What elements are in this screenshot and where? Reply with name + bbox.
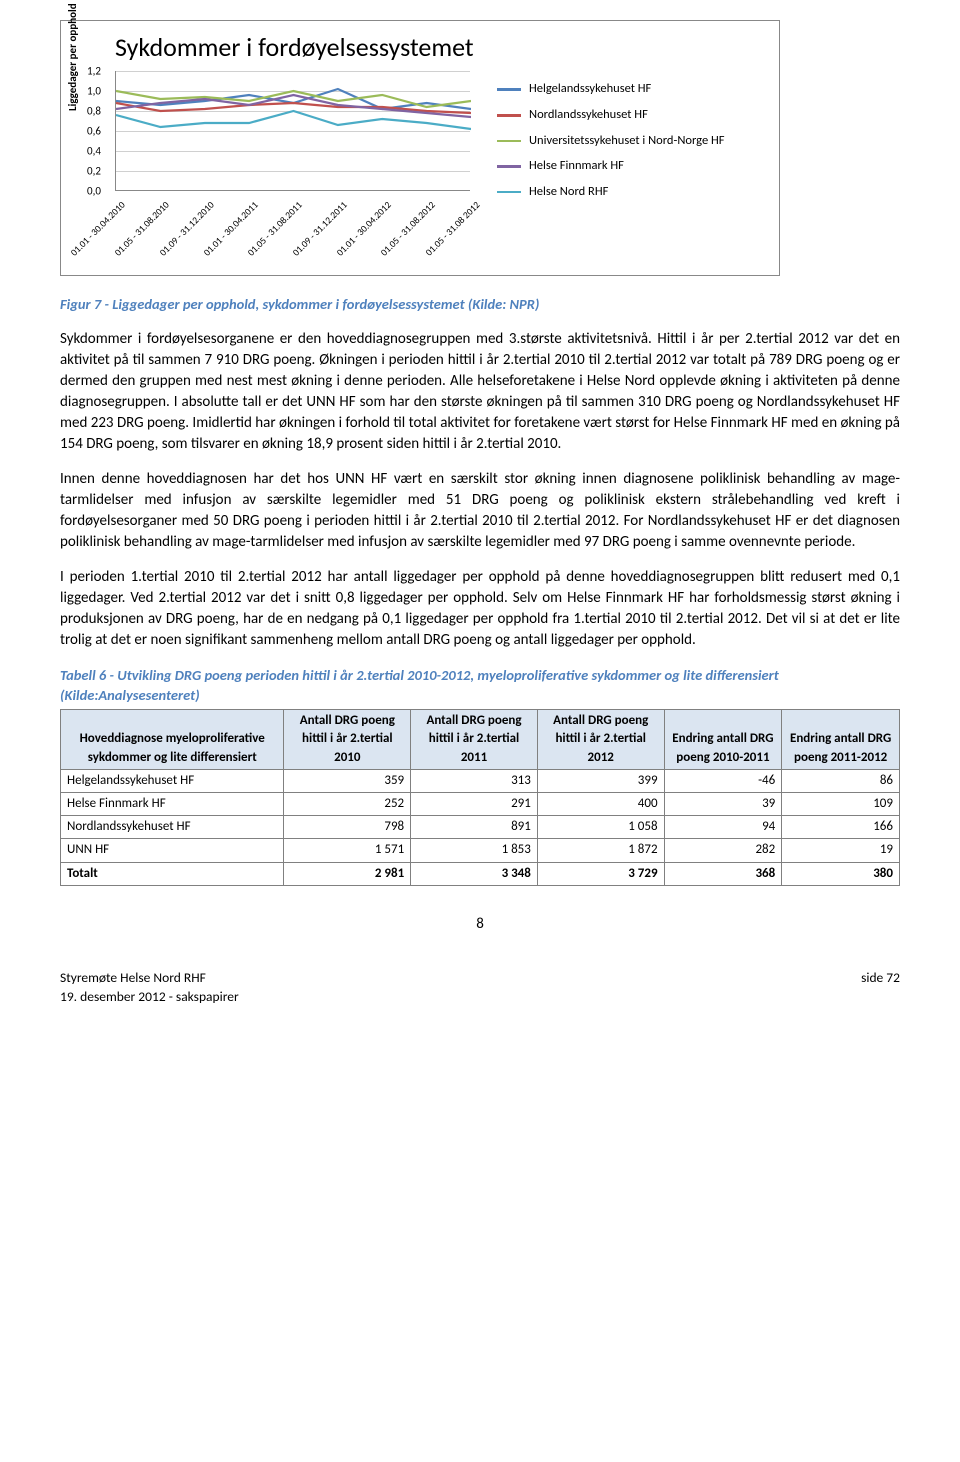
figure-caption: Figur 7 - Liggedager per opphold, sykdom… [60,294,900,314]
footer-left-line1: Styremøte Helse Nord RHF [60,969,239,988]
body-paragraph: I perioden 1.tertial 2010 til 2.tertial … [60,567,900,651]
legend-label: Helse Nord RHF [529,184,608,200]
chart-plot-area: Liggedager per opphold 0,0 0,2 0,4 0,6 0… [71,71,481,271]
legend-item: Helse Finnmark HF [497,158,769,174]
table-cell: 313 [411,769,538,792]
table-cell: 1 571 [284,839,411,862]
legend-item: Universitetssykehuset i Nord-Norge HF [497,133,769,149]
legend-color-swatch [497,88,521,91]
table-row: Nordlandssykehuset HF7988911 05894166 [61,816,900,839]
table-cell: 291 [411,793,538,816]
table-cell: 86 [782,769,900,792]
chart-title: Sykdommer i fordøyelsessystemet [71,29,769,65]
legend-item: Helgelandssykehuset HF [497,81,769,97]
body-paragraph: Sykdommer i fordøyelsesorganene er den h… [60,329,900,455]
page-footer: Styremøte Helse Nord RHF 19. desember 20… [60,969,900,1007]
table-row: Helse Finnmark HF25229140039109 [61,793,900,816]
legend-color-swatch [497,114,521,117]
table-cell: 368 [664,862,782,885]
table-header: Endring antall DRG poeng 2011-2012 [782,710,900,770]
table-cell: 252 [284,793,411,816]
footer-left-line2: 19. desember 2012 - sakspapirer [60,988,239,1007]
footer-right: side 72 [861,969,900,1007]
table-row: UNN HF1 5711 8531 87228219 [61,839,900,862]
legend-color-swatch [497,191,521,194]
table-cell: 2 981 [284,862,411,885]
table-cell: 1 853 [411,839,538,862]
body-paragraph: Innen denne hoveddiagnosen har det hos U… [60,469,900,553]
table-header: Endring antall DRG poeng 2010-2011 [664,710,782,770]
table-cell: 359 [284,769,411,792]
table-cell: UNN HF [61,839,284,862]
page-number: 8 [60,914,900,935]
table-cell: 3 729 [537,862,664,885]
legend-item: Helse Nord RHF [497,184,769,200]
table-cell: 399 [537,769,664,792]
table-header: Hoveddiagnose myeloproliferative sykdomm… [61,710,284,770]
ytick: 1,0 [87,84,101,99]
data-table: Hoveddiagnose myeloproliferative sykdomm… [60,709,900,886]
table-cell: Helgelandssykehuset HF [61,769,284,792]
table-cell: Helse Finnmark HF [61,793,284,816]
table-cell: 282 [664,839,782,862]
chart-legend: Helgelandssykehuset HF Nordlandssykehuset… [481,71,769,271]
chart-lines [116,71,471,191]
table-cell: 891 [411,816,538,839]
ytick: 0,8 [87,104,101,119]
table-cell: Nordlandssykehuset HF [61,816,284,839]
line-chart-container: Sykdommer i fordøyelsessystemet Liggedag… [60,20,780,276]
legend-color-swatch [497,165,521,168]
ytick: 0,2 [87,164,101,179]
table-cell: 109 [782,793,900,816]
table-cell: 19 [782,839,900,862]
table-cell: 400 [537,793,664,816]
ytick: 1,2 [87,64,101,79]
legend-label: Universitetssykehuset i Nord-Norge HF [529,133,725,149]
table-cell: 166 [782,816,900,839]
table-cell: 3 348 [411,862,538,885]
y-axis-label: Liggedager per opphold [65,4,80,112]
table-header: Antall DRG poeng hittil i år 2.tertial 2… [411,710,538,770]
table-cell: Totalt [61,862,284,885]
footer-left: Styremøte Helse Nord RHF 19. desember 20… [60,969,239,1007]
legend-item: Nordlandssykehuset HF [497,107,769,123]
plot-region [115,71,470,191]
table-cell: 1 058 [537,816,664,839]
legend-label: Nordlandssykehuset HF [529,107,648,123]
table-header: Antall DRG poeng hittil i år 2.tertial 2… [537,710,664,770]
x-axis-labels: 01.01 - 30.04.201001.05 - 31.08.201001.0… [115,195,470,271]
table-cell: 380 [782,862,900,885]
ytick: 0,4 [87,144,101,159]
legend-color-swatch [497,140,521,143]
ytick: 0,0 [87,184,101,199]
ytick: 0,6 [87,124,101,139]
table-caption: Tabell 6 - Utvikling DRG poeng perioden … [60,665,900,706]
table-cell: 39 [664,793,782,816]
table-cell: -46 [664,769,782,792]
table-cell: 798 [284,816,411,839]
table-row: Helgelandssykehuset HF359313399-4686 [61,769,900,792]
legend-label: Helgelandssykehuset HF [529,81,651,97]
table-header: Antall DRG poeng hittil i år 2.tertial 2… [284,710,411,770]
legend-label: Helse Finnmark HF [529,158,624,174]
table-total-row: Totalt2 9813 3483 729368380 [61,862,900,885]
table-cell: 94 [664,816,782,839]
table-cell: 1 872 [537,839,664,862]
